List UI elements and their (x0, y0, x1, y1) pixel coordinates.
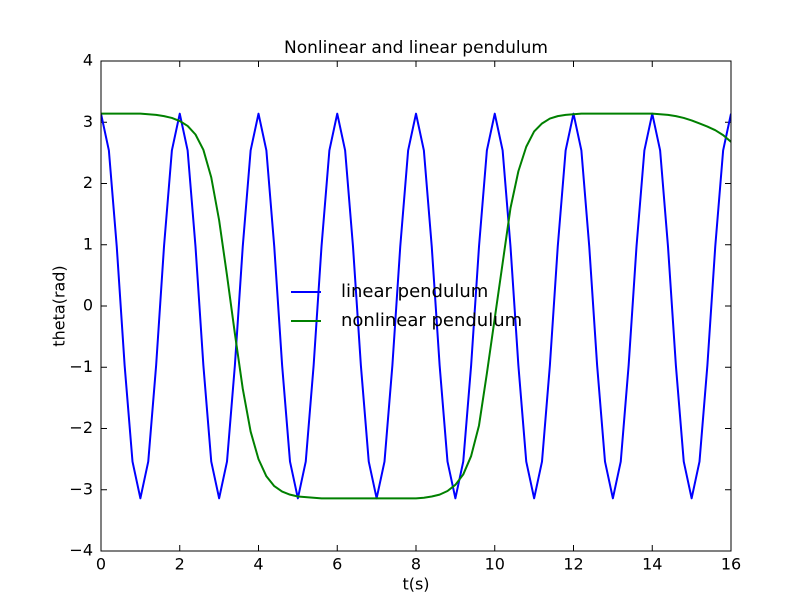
x-tick-label: 14 (642, 555, 662, 574)
y-tick-label: −3 (69, 479, 93, 498)
x-tick-label: 6 (332, 555, 342, 574)
legend-label: linear pendulum (341, 281, 488, 302)
plot-frame (100, 60, 732, 552)
legend-label: nonlinear pendulum (341, 310, 522, 331)
series-line (101, 112, 731, 500)
x-tick-label: 4 (253, 555, 263, 574)
x-tick-label: 16 (721, 555, 741, 574)
x-tick-label: 8 (411, 555, 421, 574)
y-tick-label: −1 (69, 357, 93, 376)
series-line (101, 112, 731, 500)
y-tick-label: 2 (83, 173, 93, 192)
x-tick-label: 2 (175, 555, 185, 574)
x-tick-label: 0 (96, 555, 106, 574)
y-tick-label: 3 (83, 112, 93, 131)
x-tick-label: 12 (563, 555, 583, 574)
x-tick-label: 10 (485, 555, 505, 574)
x-axis-label: t(s) (402, 575, 429, 594)
y-tick-label: 1 (83, 234, 93, 253)
y-axis-label: theta(rad) (50, 265, 69, 346)
y-tick-label: −4 (69, 541, 93, 560)
chart-title: Nonlinear and linear pendulum (284, 38, 548, 58)
y-tick-label: 4 (83, 51, 93, 70)
y-tick-label: 0 (83, 296, 93, 315)
y-tick-label: −2 (69, 418, 93, 437)
